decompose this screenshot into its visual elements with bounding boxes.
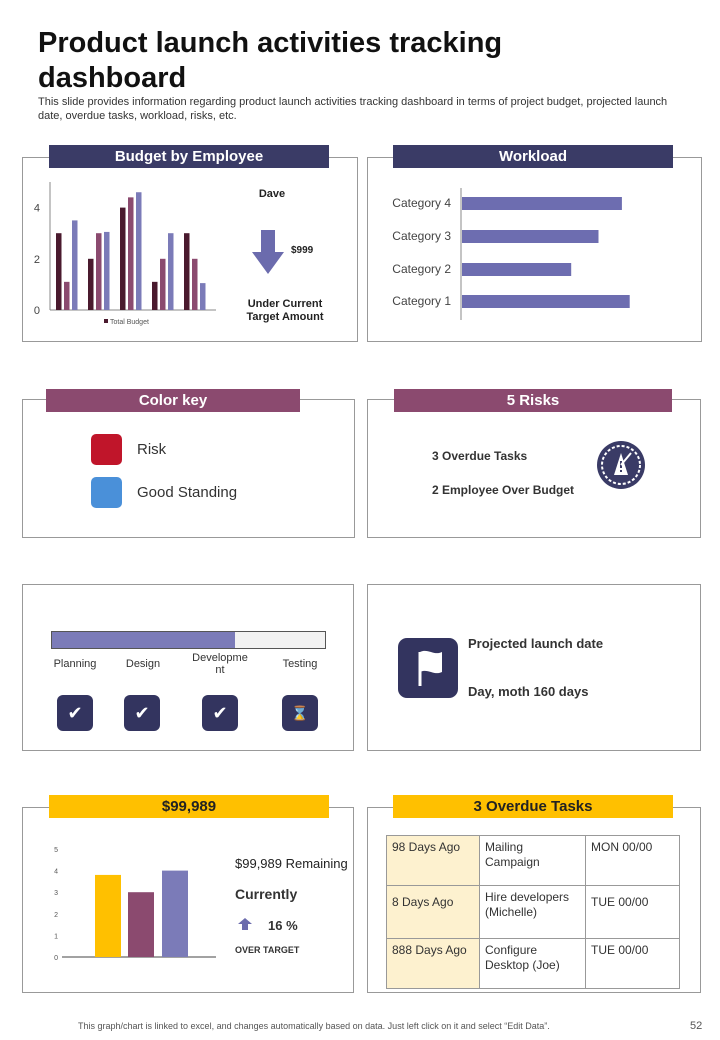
down-arrow-icon [252,230,284,274]
good-standing-swatch [91,477,122,508]
budget-amount: $999 [291,245,314,256]
up-arrow-icon [238,918,252,930]
budget-bar [136,192,142,310]
testing-hourglass-icon: ⌛ [282,695,318,731]
stage-planning-label: Planning [53,658,97,670]
progress-track [51,631,326,649]
budget-panel [22,157,358,342]
stage-testing-label: Testing [282,658,318,670]
overdue-age: 98 Days Ago [386,835,480,886]
revenue-y-tick: 4 [54,869,58,876]
revenue-currently: Currently [235,886,298,902]
overdue-title: 3 Overdue Tasks [393,795,673,818]
page-number: 52 [690,1020,703,1032]
budget-caption: Under Current Target Amount [246,298,324,323]
workload-bar [462,295,630,308]
design-check-icon: ✔ [124,695,160,731]
overdue-age: 8 Days Ago [386,885,480,939]
revenue-bar [95,874,121,957]
budget-legend-swatch [104,319,108,323]
dave-label: Dave [258,188,286,200]
workload-chart: Category 1 Category 2 Category 3 Category 4 [392,188,630,320]
budget-y-tick: 0 [34,305,40,317]
budget-bar [88,258,94,310]
budget-y-tick: 4 [34,203,40,215]
gauge-icon [597,441,645,489]
risk-label: Risk [137,441,167,458]
workload-bar [462,230,599,243]
revenue-bar [128,892,154,957]
budget-bar [96,233,102,310]
revenue-chart: 0 1 2 3 4 5 [54,847,216,962]
table-row: 8 Days Ago Hire developers (Michelle) TU… [386,885,680,939]
flag-icon [398,638,458,698]
overdue-age: 888 Days Ago [386,938,480,989]
risks-overdue: 3 Overdue Tasks [432,449,528,463]
progress-fill [52,632,235,648]
revenue-over-target: OVER TARGET [235,945,300,955]
budget-chart: 0 2 4 Total Budget [34,182,216,326]
stage-design-label: Design [125,658,161,670]
good-standing-label: Good Standing [137,484,238,501]
workload-category-label: Category 1 [392,294,451,308]
footer-note: This graph/chart is linked to excel, and… [78,1021,550,1031]
workload-bar [462,197,622,210]
page-title: Product launch activities tracking dashb… [38,27,503,94]
planning-check-icon: ✔ [57,695,93,731]
workload-category-label: Category 4 [392,196,451,210]
workload-bar [462,263,572,276]
overdue-task: Configure Desktop (Joe) [479,938,586,989]
color-key-title: Color key [46,389,300,412]
risks-title: 5 Risks [394,389,672,412]
overdue-date: TUE 00/00 [585,885,680,939]
revenue-y-tick: 1 [54,933,58,940]
budget-bar [160,258,166,310]
workload-category-label: Category 2 [392,262,451,276]
budget-legend-label: Total Budget [110,319,149,326]
table-row: 888 Days Ago Configure Desktop (Joe) TUE… [386,938,680,989]
revenue-panel [22,807,354,993]
revenue-y-tick: 2 [54,912,58,919]
overdue-date: MON 00/00 [585,835,680,886]
budget-bar [64,281,70,310]
overdue-table: 98 Days Ago Mailing Campaign MON 00/00 8… [386,835,680,989]
risks-over-budget: 2 Employee Over Budget [432,483,575,497]
risk-swatch [91,434,122,465]
budget-bar [184,233,190,310]
budget-bar [128,197,134,310]
budget-title: Budget by Employee [49,145,329,168]
budget-bar [72,220,78,310]
revenue-y-tick: 0 [54,955,58,962]
budget-bar [192,258,198,310]
revenue-title: $99,989 [49,795,329,818]
page-subtitle: This slide provides information regardin… [38,96,668,122]
workload-category-label: Category 3 [392,229,451,243]
launch-heading: Projected launch date [468,636,604,651]
overdue-task: Mailing Campaign [479,835,586,886]
overdue-task: Hire developers (Michelle) [479,885,586,939]
table-row: 98 Days Ago Mailing Campaign MON 00/00 [386,835,680,886]
development-check-icon: ✔ [202,695,238,731]
overdue-date: TUE 00/00 [585,938,680,989]
budget-bar [152,281,158,310]
budget-y-tick: 2 [34,254,40,266]
revenue-remaining: $99,989 Remaining [235,856,348,871]
budget-bar [200,283,206,310]
risks-panel [367,399,701,538]
revenue-y-tick: 3 [54,890,58,897]
revenue-bar [162,870,188,957]
color-key-panel [22,399,355,538]
workload-panel [367,157,702,342]
budget-bar [120,207,126,310]
budget-bar [168,233,174,310]
budget-bar [104,231,110,310]
budget-bar [56,233,62,310]
stage-development-label: Developme nt [192,652,248,676]
revenue-y-tick: 5 [54,847,58,854]
workload-title: Workload [393,145,673,168]
launch-value: Day, moth 160 days [468,684,589,699]
revenue-percent: 16 % [268,918,298,933]
